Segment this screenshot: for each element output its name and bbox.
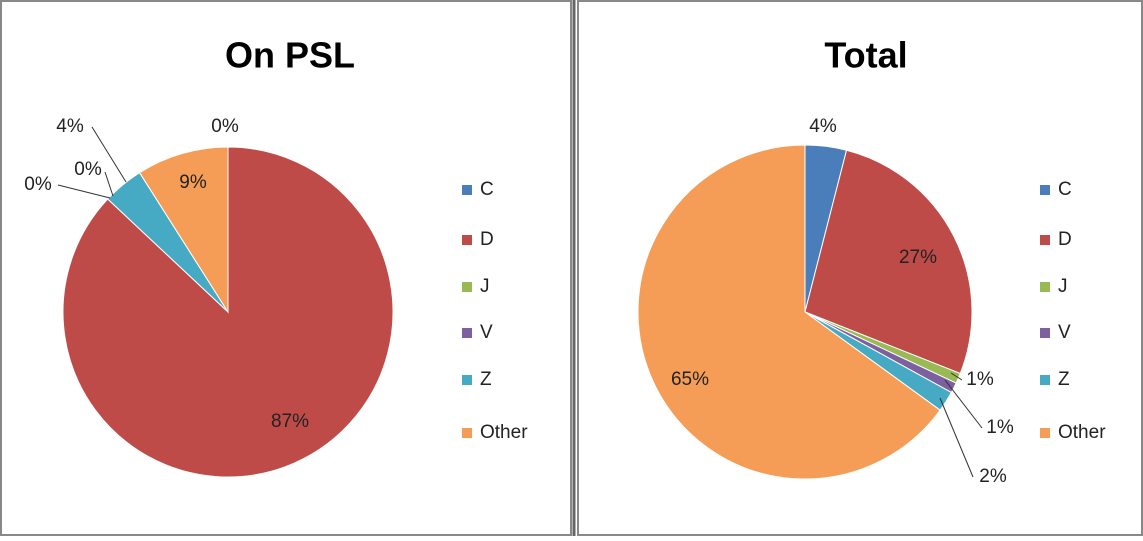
chart-title: On PSL <box>225 35 355 76</box>
legend-swatch <box>1040 185 1050 195</box>
data-label: 0% <box>74 159 102 180</box>
legend-label: V <box>1058 322 1071 343</box>
data-label: 27% <box>899 247 937 268</box>
leader-line <box>939 397 974 478</box>
legend-label: Other <box>480 422 528 443</box>
legend-swatch <box>462 375 472 385</box>
legend-label: V <box>480 322 493 343</box>
leader-line <box>944 379 983 429</box>
pie-slice <box>804 149 973 375</box>
data-label: 87% <box>271 411 309 432</box>
legend-swatch <box>1040 375 1050 385</box>
leader-line <box>91 126 127 183</box>
leader-line <box>57 184 111 199</box>
data-label: 4% <box>809 116 837 137</box>
legend-swatch <box>462 428 472 438</box>
data-label: 0% <box>211 116 239 137</box>
leader-line <box>950 372 963 381</box>
data-label: 0% <box>24 174 52 195</box>
data-label: 2% <box>979 466 1007 487</box>
legend-swatch <box>462 185 472 195</box>
legend-label: D <box>480 229 494 250</box>
legend-label: D <box>1058 229 1072 250</box>
legend-label: J <box>480 276 490 297</box>
data-label: 1% <box>986 417 1014 438</box>
data-label: 4% <box>56 116 84 137</box>
legend-swatch <box>462 282 472 292</box>
legend-swatch <box>1040 282 1050 292</box>
leader-line <box>104 171 114 197</box>
legend-label: Z <box>480 369 492 390</box>
legend-label: Z <box>1058 369 1070 390</box>
legend-swatch <box>462 235 472 245</box>
legend-label: J <box>1058 276 1068 297</box>
data-label: 1% <box>966 369 994 390</box>
legend-label: Other <box>1058 422 1106 443</box>
legend-label: C <box>480 179 494 200</box>
chart-title: Total <box>824 35 907 76</box>
legend-swatch <box>1040 428 1050 438</box>
pie-slice <box>637 144 941 480</box>
data-label: 65% <box>671 369 709 390</box>
legend-swatch <box>1040 235 1050 245</box>
legend-label: C <box>1058 179 1072 200</box>
data-label: 9% <box>179 172 207 193</box>
legend-swatch <box>462 328 472 338</box>
legend-swatch <box>1040 328 1050 338</box>
pie-slice <box>138 146 229 314</box>
